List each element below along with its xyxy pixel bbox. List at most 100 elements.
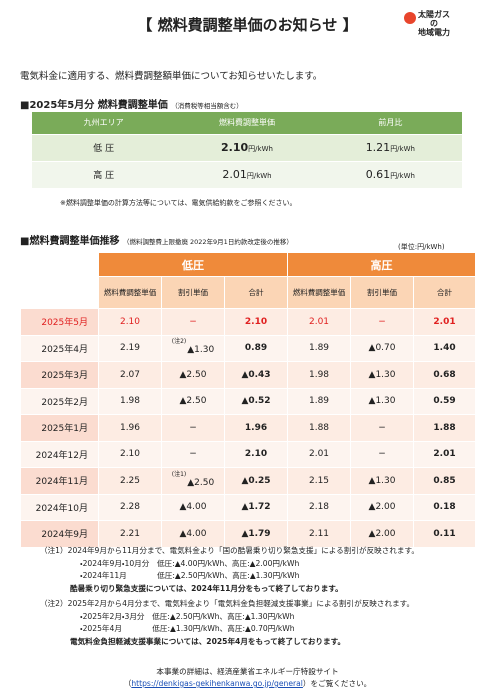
month-cell: 2025年4月 [20, 334, 99, 362]
section-title: ■2025年5月分 燃料費調整単価 （消費税等相当額含む） [20, 96, 243, 111]
note-end: 酷暑乗り切り緊急支援については、2024年11月分をもって終了しております。 [70, 583, 343, 593]
cell: (注2)▲1.30 [161, 334, 225, 362]
cell: − [350, 414, 415, 442]
cell: − [161, 414, 225, 442]
unit: 円/kWh [390, 172, 415, 181]
section-title-text: ■2025年5月分 燃料費調整単価 [20, 100, 168, 111]
value-cell: 2.10円/kWh [175, 133, 319, 161]
intro: 電気料金に適用する、燃料費調整額単価についてお知らせいたします。 [20, 71, 323, 82]
header-cell: 燃料費調整単価 [175, 112, 319, 134]
cell: 1.96 [98, 414, 162, 442]
logo-icon [404, 12, 416, 24]
note-end: 電気料金負担軽減支援事業については、2025年4月をもって終了しております。 [70, 636, 346, 646]
cell: 1.89 [287, 387, 352, 415]
area-cell: 低 圧 [32, 133, 176, 161]
row: 2025年2月 1.98 ▲2.50 ▲0.52 1.89 ▲1.30 0.59 [20, 387, 477, 415]
footer-text: （ [123, 679, 132, 688]
cell: 2.10 [98, 308, 162, 336]
cell: 1.96 [223, 414, 289, 442]
blank-cell [20, 252, 99, 309]
footer-text: 本事業の詳細は、経済産業省エネルギー庁特設サイト [156, 667, 339, 676]
notes: （注1）2024年9月から11月分まで、電気料金より「国の酷暑乗り切り緊急支援」… [40, 545, 490, 651]
cell: − [350, 440, 415, 468]
cell: 0.18 [413, 493, 477, 521]
cell: − [161, 440, 225, 468]
section-note: （燃料調整費上限撤廃 2022年9月1日約款改定後の推移） [122, 238, 293, 246]
cell: − [161, 308, 225, 336]
cell: ▲1.30 [350, 387, 415, 415]
row: 2025年1月 1.96−1.96 1.88−1.88 [20, 414, 477, 442]
cell: ▲1.79 [223, 520, 289, 548]
row: 2025年3月 2.07 ▲2.50 ▲0.43 1.98 ▲1.30 0.68 [20, 361, 477, 389]
note-line: ・2024年11月 低圧:▲2.50円/kWh、高圧:▲1.30円/kWh [80, 571, 300, 580]
cell: 2.10 [223, 440, 289, 468]
cell: 2.10 [223, 308, 289, 336]
cell: ▲4.00 [161, 493, 225, 521]
logo-text: の [430, 19, 438, 28]
footer-text: ）をご覧ください。 [302, 679, 372, 688]
unit: 円/kWh [246, 172, 272, 181]
row: 高 圧 2.01円/kWh 0.61円/kWh [32, 160, 462, 188]
subheader-row: 燃料費調整単価 割引単価 合計 燃料費調整単価 割引単価 合計 [21, 276, 477, 309]
value: 2.10 [221, 141, 249, 154]
row: 2025年4月 2.19 (注2)▲1.30 0.89 1.89 ▲0.70 1.40 [20, 334, 477, 362]
cell: ▲2.00 [350, 493, 415, 521]
note-mark: (注2) [171, 338, 187, 346]
unit-label: (単位:円/kWh) [398, 243, 445, 251]
cell: 1.89 [287, 334, 352, 362]
cell: 2.19 [98, 334, 162, 362]
month-cell: 2025年5月 [20, 308, 99, 336]
row: 2024年12月 2.10−2.10 2.01−2.01 [20, 440, 477, 468]
note-mark: (注1) [171, 470, 187, 478]
cell: 0.59 [413, 387, 477, 415]
cell: 2.10 [98, 440, 162, 468]
logo: 太陽ガス の 地域電力 [404, 10, 450, 37]
footer-line: （https://denkigas-gekihenkanwa.go.jp/gen… [0, 678, 495, 690]
footer: 本事業の詳細は、経済産業省エネルギー庁特設サイト （https://denkig… [0, 666, 495, 690]
subheader-cell: 割引単価 [350, 276, 415, 309]
cell: ▲2.00 [350, 520, 415, 548]
cell: 2.01 [287, 440, 352, 468]
cell: ▲1.30 [350, 467, 415, 495]
month-cell: 2025年3月 [20, 361, 99, 389]
cell: 2.07 [98, 361, 162, 389]
month-cell: 2024年12月 [20, 440, 99, 468]
subheader-cell: 合計 [413, 276, 477, 309]
subheader-cell: 合計 [223, 276, 289, 309]
cell: (注1)▲2.50 [161, 467, 225, 495]
cell: 2.01 [287, 308, 352, 336]
section-title-text: ■燃料費調整単価推移 [20, 236, 120, 247]
note: （注2）2025年2月から4月分まで、電気料金より「電気料金負担軽減支援事業」に… [40, 598, 490, 648]
cell: 2.21 [98, 520, 162, 548]
cell: 2.01 [413, 308, 477, 336]
cell-text: ▲1.30 [187, 345, 215, 356]
unit: 円/kWh [248, 145, 273, 153]
row: 2025年5月 2.10−2.10 2.01−2.01 [20, 308, 477, 336]
cell: 0.85 [413, 467, 477, 495]
row: 2024年11月 2.25 (注1)▲2.50 ▲0.25 2.15 ▲1.30 0.85 [20, 467, 477, 495]
cell: 0.11 [413, 520, 477, 548]
cell: 1.88 [413, 414, 477, 442]
note-head: （注2）2025年2月から4月分まで、電気料金より「電気料金負担軽減支援事業」に… [40, 599, 415, 608]
link[interactable]: https://denkigas-gekihenkanwa.go.jp/gene… [131, 679, 303, 688]
cell: 1.98 [98, 387, 162, 415]
group-row: 低圧 高圧 [20, 252, 477, 309]
cell: ▲0.52 [223, 387, 289, 415]
cell: ▲4.00 [161, 520, 225, 548]
cell: 1.40 [413, 334, 477, 362]
cell: 2.18 [287, 493, 352, 521]
value: 1.21 [365, 141, 391, 154]
area-cell: 高 圧 [32, 160, 176, 188]
value: 2.01 [222, 168, 247, 182]
section-note: （消費税等相当額含む） [171, 102, 243, 110]
note: （注1）2024年9月から11月分まで、電気料金より「国の酷暑乗り切り緊急支援」… [40, 545, 490, 595]
row: 2024年9月 2.21 ▲4.00 ▲1.79 2.11 ▲2.00 0.11 [20, 520, 477, 548]
cell: 0.89 [223, 334, 289, 362]
month-cell: 2024年11月 [20, 467, 99, 495]
history-table: 低圧 高圧 燃料費調整単価 割引単価 合計 燃料費調整単価 割引単価 合計 2025年5月 2.1… [20, 252, 477, 548]
cell: 2.11 [287, 520, 352, 548]
cell: 2.01 [413, 440, 477, 468]
